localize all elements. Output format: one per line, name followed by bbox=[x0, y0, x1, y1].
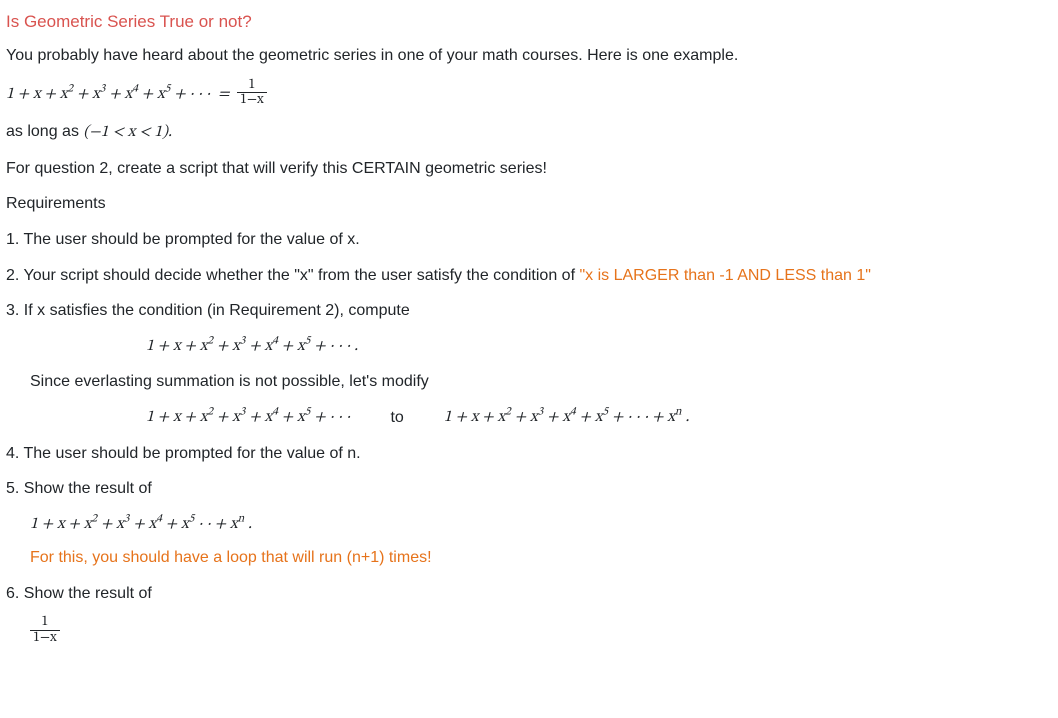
equation-modify-to: 1 + x + x2 + x3 + x4 + x5 + · · · + xn . bbox=[444, 405, 689, 431]
equation-geometric-sum: 1 + x + x2 + x3 + x4 + x5 + · · · = 1 1−… bbox=[6, 79, 1046, 109]
equation-finite-sum: 1 + x + x2 + x3 + x4 + x5 · · + xn . bbox=[30, 512, 1046, 538]
requirement-4: 4. The user should be prompted for the v… bbox=[6, 441, 1046, 467]
document-root: Is Geometric Series True or not? You pro… bbox=[0, 0, 1056, 667]
requirements-heading: Requirements bbox=[6, 191, 1046, 217]
doc-title: Is Geometric Series True or not? bbox=[6, 8, 1046, 35]
equation-modify-from: 1 + x + x2 + x3 + x4 + x5 + · · · bbox=[146, 405, 350, 431]
requirement-2-condition: "x is LARGER than -1 AND LESS than 1" bbox=[579, 267, 871, 284]
equation-closed-form: 1 1−x bbox=[30, 616, 1046, 646]
cond-math: (−1 < x < 1). bbox=[83, 124, 171, 140]
question-2-instruction: For question 2, create a script that wil… bbox=[6, 156, 1046, 182]
equation-modify-row: 1 + x + x2 + x3 + x4 + x5 + · · · to 1 +… bbox=[146, 405, 1046, 431]
requirement-5: 5. Show the result of bbox=[6, 476, 1046, 502]
requirement-6: 6. Show the result of bbox=[6, 581, 1046, 607]
intro-paragraph: You probably have heard about the geomet… bbox=[6, 43, 1046, 69]
fraction-1-over-1-minus-x-final: 1 1−x bbox=[30, 615, 60, 645]
to-word: to bbox=[390, 405, 403, 431]
requirement-3: 3. If x satisfies the condition (in Requ… bbox=[6, 298, 1046, 324]
requirement-1: 1. The user should be prompted for the v… bbox=[6, 227, 1046, 253]
equation-infinite-sum: 1 + x + x2 + x3 + x4 + x5 + · · · . bbox=[146, 334, 1046, 360]
requirement-2: 2. Your script should decide whether the… bbox=[6, 263, 1046, 289]
requirement-2-prefix: 2. Your script should decide whether the… bbox=[6, 267, 579, 284]
condition-line: as long as (−1 < x < 1). bbox=[6, 119, 1046, 146]
cond-prefix: as long as bbox=[6, 123, 83, 140]
fraction-1-over-1-minus-x: 1 1−x bbox=[237, 78, 267, 108]
since-note: Since everlasting summation is not possi… bbox=[30, 369, 1046, 395]
loop-note: For this, you should have a loop that wi… bbox=[30, 545, 1046, 571]
